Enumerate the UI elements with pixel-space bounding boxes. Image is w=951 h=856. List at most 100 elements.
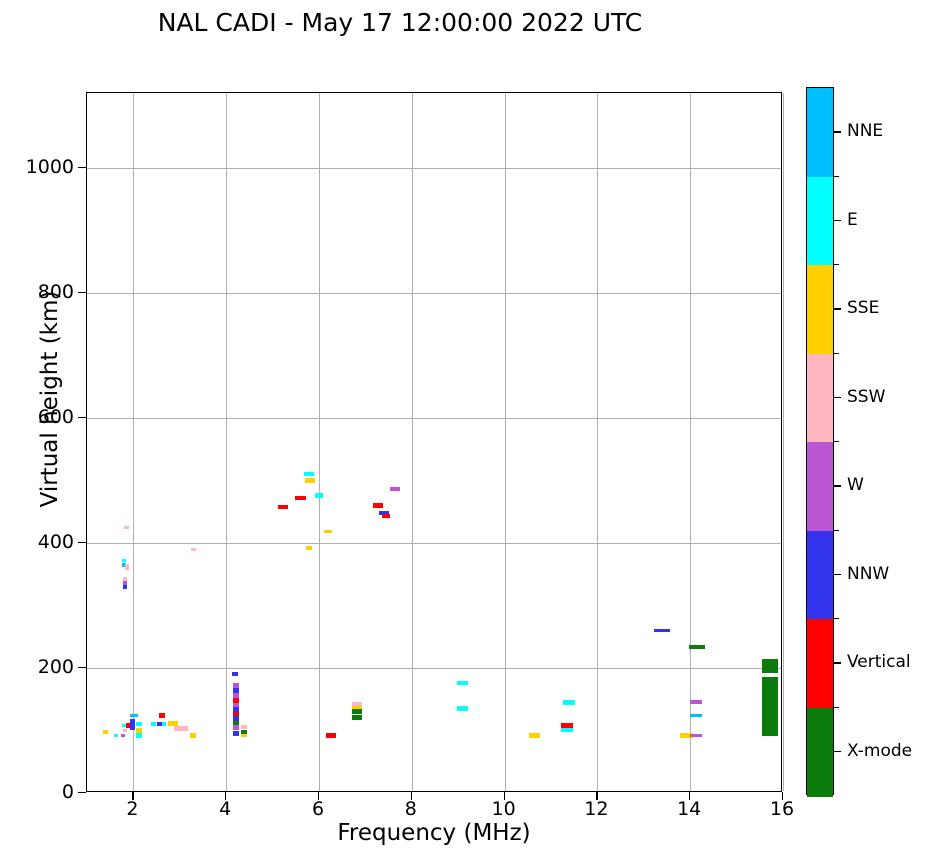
data-mark	[240, 729, 248, 734]
x-axis-tick-marks	[86, 792, 784, 802]
y-axis-tick-mark	[78, 417, 86, 419]
plot-area	[86, 92, 784, 792]
colorbar-boundary-tick	[834, 441, 839, 443]
x-axis-tick-mark	[596, 792, 598, 800]
data-mark	[240, 724, 248, 729]
data-mark	[233, 706, 240, 712]
data-mark	[157, 722, 162, 727]
data-mark	[161, 722, 167, 727]
gridline-horizontal	[87, 543, 781, 544]
data-mark	[173, 725, 188, 731]
x-axis-tick-labels: 2 4 6 8 10 12 14 16	[86, 798, 794, 828]
data-mark	[233, 725, 240, 730]
data-mark	[233, 720, 240, 726]
colorbar-segment-e	[807, 176, 833, 266]
colorbar-tick-label-w: W	[847, 475, 864, 496]
x-axis-tick-label: 8	[404, 798, 417, 820]
colorbar	[806, 87, 834, 797]
data-mark	[103, 729, 108, 734]
colorbar-tick-mark	[834, 308, 841, 310]
x-axis-tick-label: 4	[219, 798, 232, 820]
colorbar-tick-mark	[834, 396, 841, 399]
colorbar-segment-nne	[807, 88, 833, 177]
data-mark	[352, 709, 362, 715]
gridline-horizontal	[87, 418, 781, 419]
y-axis-tick-label: 800	[37, 281, 74, 303]
y-axis-tick-mark	[78, 542, 86, 544]
data-mark	[679, 733, 693, 738]
data-mark	[125, 723, 131, 728]
data-mark	[233, 716, 240, 721]
colorbar-tick-label-vertical: Vertical	[847, 652, 911, 673]
data-mark	[233, 712, 240, 717]
data-mark	[190, 733, 196, 738]
data-mark	[233, 693, 240, 698]
y-axis-tick-label: 0	[61, 781, 74, 803]
colorbar-tick-mark	[834, 219, 841, 222]
y-axis-tick-mark	[78, 667, 86, 669]
data-mark	[762, 659, 778, 666]
data-mark	[562, 699, 575, 705]
y-axis-tick-label: 400	[37, 531, 74, 553]
data-mark	[240, 733, 248, 738]
gridline-horizontal	[87, 668, 781, 669]
x-axis-tick-mark	[503, 792, 505, 800]
y-axis-tick-label: 200	[37, 656, 74, 678]
data-mark	[136, 722, 142, 727]
x-axis-tick-label: 2	[126, 798, 139, 820]
data-mark	[654, 628, 671, 633]
x-axis-tick-mark	[689, 792, 691, 800]
data-mark	[158, 713, 166, 718]
data-mark	[352, 702, 362, 707]
data-mark	[389, 487, 401, 492]
data-mark	[122, 577, 128, 582]
data-mark	[314, 493, 324, 498]
x-axis-tick-label: 16	[769, 798, 795, 820]
data-mark	[232, 672, 239, 677]
data-mark	[352, 714, 362, 720]
colorbar-segment-nnw	[807, 530, 833, 620]
data-mark	[168, 720, 179, 726]
data-mark	[191, 547, 197, 551]
x-axis-tick-mark	[410, 792, 413, 800]
data-mark	[113, 733, 118, 738]
x-axis-tick-mark	[318, 792, 320, 800]
data-mark	[233, 688, 240, 693]
colorbar-tick-label-nnw: NNW	[847, 563, 890, 584]
colorbar-tick-label-x-mode: X-mode	[847, 740, 913, 761]
page-title: NAL CADI - May 17 12:00:00 2022 UTC	[157, 8, 643, 37]
gridline-vertical	[226, 93, 228, 791]
colorbar-segment-w	[807, 442, 833, 531]
gridline-horizontal	[87, 293, 781, 294]
data-mark	[121, 733, 126, 738]
data-mark	[560, 728, 573, 732]
data-mark	[303, 472, 314, 477]
data-mark	[528, 733, 540, 738]
data-mark	[352, 706, 362, 710]
data-mark	[689, 699, 702, 704]
colorbar-tick-mark	[834, 750, 841, 753]
data-mark	[233, 702, 240, 708]
colorbar-tick-label-ssw: SSW	[847, 386, 886, 407]
y-axis-tick-label: 1000	[25, 156, 74, 178]
data-mark	[122, 728, 128, 733]
data-mark	[233, 683, 240, 688]
data-mark	[457, 706, 469, 711]
data-mark	[151, 722, 157, 727]
y-axis-tick-label: 600	[37, 406, 74, 428]
data-mark	[378, 510, 390, 516]
x-axis-label: Frequency (MHz)	[337, 820, 531, 846]
data-mark	[277, 504, 288, 509]
colorbar-tick-labels: NNE E SSE SSW W NNW Vertical X-mode	[806, 87, 951, 795]
data-mark	[122, 558, 127, 563]
data-mark	[124, 563, 129, 570]
data-mark	[689, 733, 702, 738]
colorbar-boundary-tick	[834, 175, 839, 177]
x-axis-tick-label: 12	[584, 798, 609, 820]
gridlines	[87, 93, 784, 791]
colorbar-segment-x-mode	[807, 707, 833, 797]
data-mark	[122, 584, 128, 589]
x-axis-tick-mark	[782, 792, 784, 800]
data-mark	[373, 503, 384, 508]
